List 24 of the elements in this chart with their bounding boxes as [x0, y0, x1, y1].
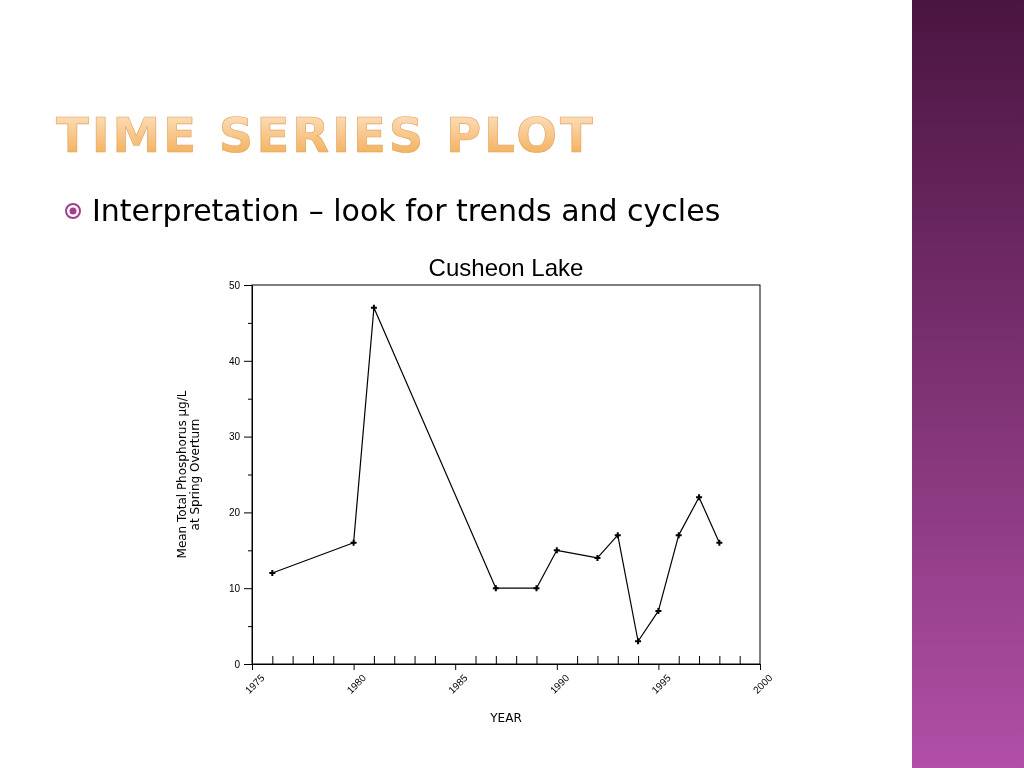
point [635, 638, 642, 645]
chart-title: Cusheon Lake [428, 254, 584, 281]
y-axis-title: Mean Total Phosphorus µg/L at Spring Overturn [175, 390, 203, 559]
y-tick-label: 0 [234, 658, 241, 670]
y-tick-label: 20 [228, 507, 241, 519]
point [533, 585, 540, 592]
point [553, 547, 560, 554]
point [370, 304, 377, 311]
y-tick-label: 30 [228, 431, 241, 443]
y-tick-label: 50 [228, 279, 241, 291]
point [492, 585, 499, 592]
y-tick-label: 40 [228, 355, 241, 367]
point [594, 554, 601, 561]
y-tick-label: 10 [228, 582, 241, 594]
point [269, 570, 276, 577]
text: Interpretation – look for trends and cycles [92, 193, 721, 228]
point [716, 539, 723, 546]
point [350, 539, 357, 546]
point [614, 532, 621, 539]
text: TIME SERIES PLOT [56, 107, 596, 163]
x-axis-title: YEAR [489, 711, 522, 725]
point [696, 494, 703, 501]
point [675, 532, 682, 539]
point [655, 607, 662, 614]
